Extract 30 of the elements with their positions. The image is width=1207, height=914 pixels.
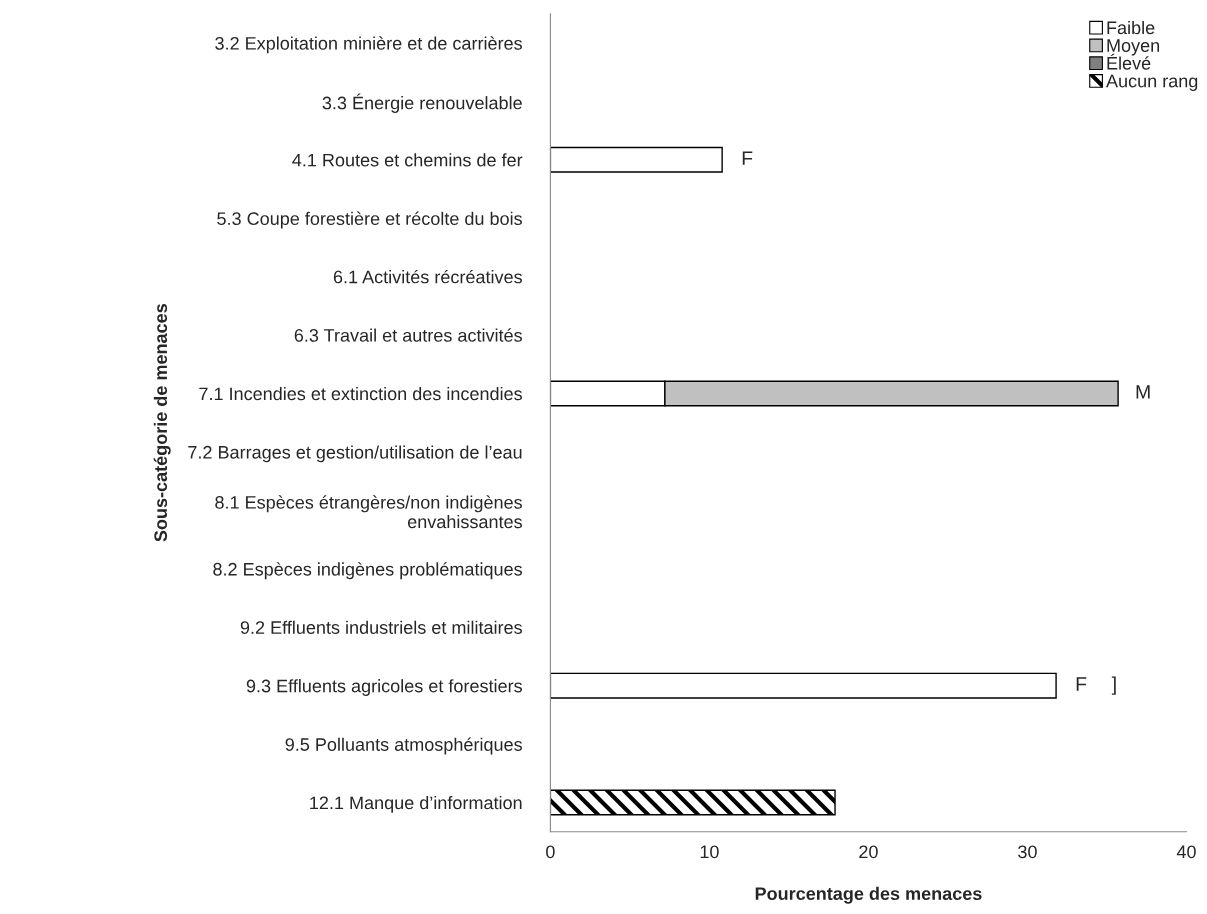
- y-tick-label: 7.2 Barrages et gestion/utilisation de l’eau: [188, 445, 522, 463]
- y-tick-label: 9.5 Polluants atmosphériques: [285, 737, 522, 755]
- x-axis-title: Pourcentage des menaces: [755, 886, 982, 904]
- bar: [550, 789, 836, 816]
- y-tick-label: 6.1 Activités récréatives: [333, 269, 522, 284]
- y-tick-label: 8.1 Espèces étrangères/non indigènes envahissantes: [215, 495, 522, 529]
- y-tick-label: 3.2 Exploitation minière et de carrières: [215, 36, 522, 54]
- legend-label: Aucun rang: [1106, 74, 1198, 91]
- bar: [550, 146, 723, 173]
- y-tick-label: 9.2 Effluents industriels et militaires: [240, 620, 522, 634]
- y-tick-label: 6.3 Travail et autres activités: [294, 328, 522, 342]
- y-tick-label: 4.1 Routes et chemins de fer: [292, 153, 523, 167]
- x-tick-label: 20: [859, 845, 878, 859]
- x-tick-label: 0: [546, 845, 555, 859]
- data-label: F: [742, 151, 753, 165]
- y-tick-label: 7.1 Incendies et extinction des incendies: [199, 386, 522, 401]
- data-label: F: [1076, 677, 1087, 691]
- legend-label: Faible: [1107, 20, 1155, 35]
- y-tick-label: 8.2 Espèces indigènes problématiques: [213, 562, 522, 580]
- y-tick-label: 12.1 Manque d’information: [310, 795, 522, 813]
- y-tick-label: 3.3 Énergie renouvelable: [322, 93, 522, 113]
- x-tick-label: 30: [1018, 845, 1037, 859]
- y-axis-title: Sous-catégorie de menaces: [153, 304, 171, 542]
- data-label: M: [1136, 385, 1150, 399]
- x-tick-label: 40: [1176, 845, 1196, 859]
- bar: [550, 672, 1057, 699]
- y-tick-label: 9.3 Effluents agricoles et forestiers: [246, 679, 522, 696]
- x-tick-label: 10: [700, 845, 719, 859]
- y-tick-label: 5.3 Coupe forestière et récolte du bois: [217, 211, 522, 229]
- annotation: ]: [1111, 676, 1116, 695]
